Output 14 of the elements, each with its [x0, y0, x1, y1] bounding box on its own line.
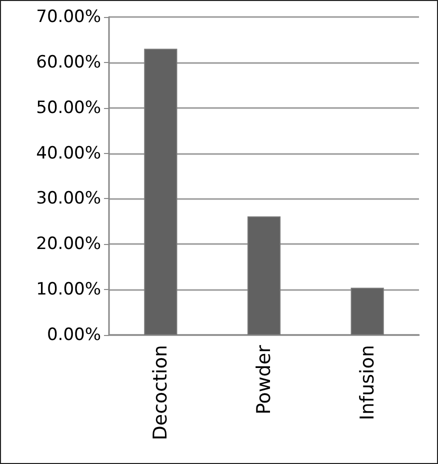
y-tick-label: 20.00%: [36, 234, 101, 254]
y-tick-label: 10.00%: [36, 280, 101, 300]
y-tick-label: 70.00%: [36, 7, 101, 27]
x-tick-label: Decoction: [150, 345, 172, 440]
y-tick-label: 40.00%: [36, 143, 101, 164]
x-tick-label: Infusion: [356, 345, 378, 420]
y-tick-label: 50.00%: [36, 98, 101, 118]
bar: [247, 216, 281, 335]
y-tick-label: 0.00%: [46, 325, 101, 345]
y-tick-label: 60.00%: [36, 52, 101, 72]
x-tick-label: Powder: [253, 344, 275, 415]
bar: [350, 288, 384, 335]
bar: [144, 48, 178, 335]
y-tick-label: 30.00%: [36, 188, 101, 209]
